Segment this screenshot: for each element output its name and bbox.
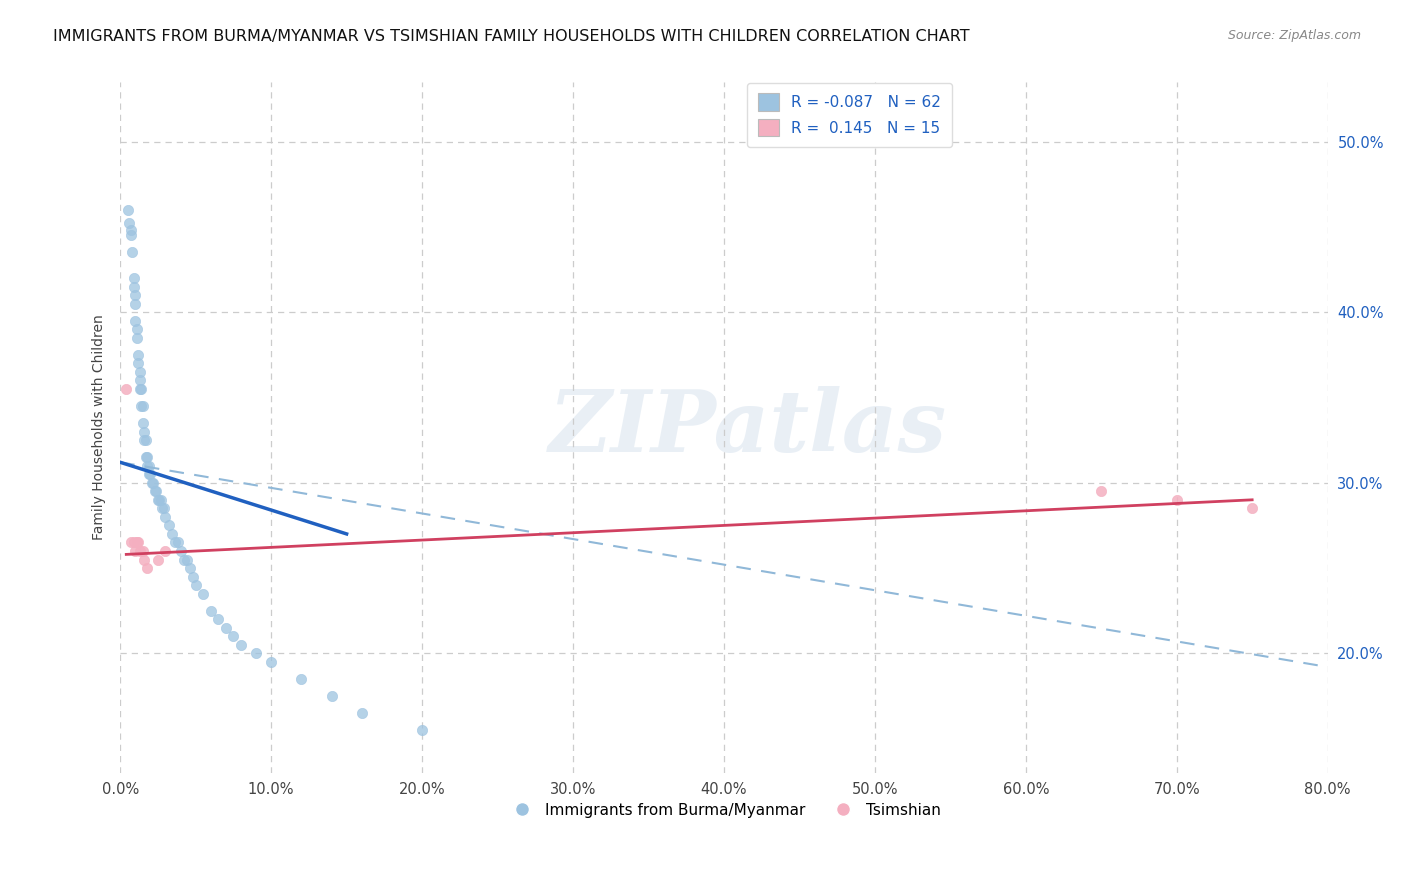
Point	[181, 569, 204, 583]
Point	[141, 475, 163, 490]
Point	[121, 245, 143, 260]
Point	[163, 535, 186, 549]
Point	[157, 518, 180, 533]
Point	[166, 535, 188, 549]
Point	[1090, 484, 1112, 499]
Point	[124, 314, 146, 328]
Point	[131, 399, 153, 413]
Text: Source: ZipAtlas.com: Source: ZipAtlas.com	[1227, 29, 1361, 42]
Point	[120, 223, 142, 237]
Point	[138, 467, 160, 482]
Point	[290, 672, 312, 686]
Point	[1241, 501, 1264, 516]
Legend: Immigrants from Burma/Myanmar, Tsimshian: Immigrants from Burma/Myanmar, Tsimshian	[501, 797, 948, 824]
Point	[134, 425, 156, 439]
Point	[128, 544, 150, 558]
Point	[176, 552, 198, 566]
Point	[124, 296, 146, 310]
Point	[350, 706, 373, 720]
Point	[124, 544, 146, 558]
Point	[411, 723, 433, 737]
Point	[120, 535, 142, 549]
Point	[321, 689, 343, 703]
Point	[125, 535, 148, 549]
Point	[179, 561, 201, 575]
Point	[173, 552, 195, 566]
Text: ZIPatlas: ZIPatlas	[548, 385, 948, 469]
Point	[136, 458, 159, 473]
Point	[132, 399, 155, 413]
Point	[124, 288, 146, 302]
Point	[1166, 492, 1188, 507]
Point	[142, 475, 165, 490]
Point	[184, 578, 207, 592]
Point	[145, 484, 167, 499]
Point	[146, 552, 169, 566]
Point	[128, 382, 150, 396]
Point	[135, 450, 157, 465]
Point	[115, 382, 138, 396]
Point	[148, 492, 170, 507]
Point	[125, 331, 148, 345]
Point	[138, 458, 160, 473]
Point	[245, 646, 267, 660]
Point	[139, 467, 162, 482]
Point	[155, 544, 177, 558]
Point	[127, 356, 149, 370]
Point	[122, 271, 145, 285]
Point	[127, 348, 149, 362]
Y-axis label: Family Households with Children: Family Households with Children	[93, 315, 107, 541]
Point	[118, 217, 141, 231]
Text: IMMIGRANTS FROM BURMA/MYANMAR VS TSIMSHIAN FAMILY HOUSEHOLDS WITH CHILDREN CORRE: IMMIGRANTS FROM BURMA/MYANMAR VS TSIMSHI…	[53, 29, 970, 44]
Point	[153, 501, 176, 516]
Point	[200, 604, 222, 618]
Point	[136, 450, 159, 465]
Point	[222, 629, 245, 643]
Point	[260, 655, 283, 669]
Point	[155, 509, 177, 524]
Point	[149, 492, 172, 507]
Point	[136, 561, 159, 575]
Point	[229, 638, 252, 652]
Point	[169, 544, 191, 558]
Point	[152, 501, 174, 516]
Point	[117, 202, 139, 217]
Point	[120, 228, 142, 243]
Point	[193, 587, 215, 601]
Point	[127, 535, 149, 549]
Point	[135, 433, 157, 447]
Point	[134, 552, 156, 566]
Point	[146, 492, 169, 507]
Point	[122, 535, 145, 549]
Point	[215, 621, 238, 635]
Point	[131, 382, 153, 396]
Point	[125, 322, 148, 336]
Point	[128, 365, 150, 379]
Point	[132, 416, 155, 430]
Point	[132, 544, 155, 558]
Point	[122, 279, 145, 293]
Point	[160, 527, 183, 541]
Point	[143, 484, 166, 499]
Point	[207, 612, 229, 626]
Point	[134, 433, 156, 447]
Point	[128, 373, 150, 387]
